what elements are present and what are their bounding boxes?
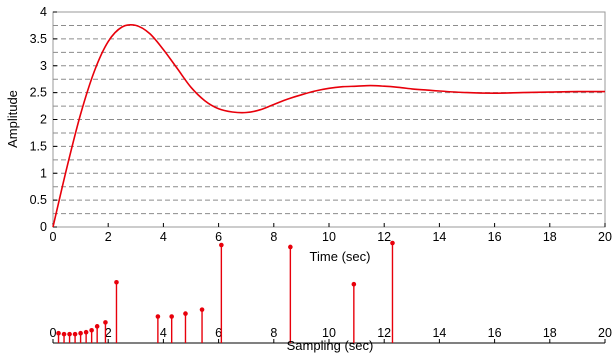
x-tick-label: 16 <box>488 230 502 244</box>
y-tick-label: 1.5 <box>30 139 47 153</box>
sampling-stems <box>56 240 395 343</box>
main-y-axis-label: Amplitude <box>5 90 20 148</box>
sampling-tick-label: 10 <box>322 326 336 340</box>
x-tick-label: 0 <box>50 230 57 244</box>
sampling-stem-marker <box>288 244 293 250</box>
sampling-stem-marker <box>67 331 72 337</box>
x-tick-label: 4 <box>160 230 167 244</box>
sampling-tick-label: 16 <box>488 326 502 340</box>
y-tick-label: 2.5 <box>30 86 47 100</box>
main-x-axis-label: Time (sec) <box>310 249 371 264</box>
sampling-tick-label: 6 <box>215 326 222 340</box>
main-x-ticks: 0 2 4 6 8 10 12 14 16 18 20 <box>50 223 612 244</box>
sampling-tick-label: 14 <box>432 326 446 340</box>
y-tick-label: 1 <box>40 166 47 180</box>
sampling-stem-marker <box>390 240 395 246</box>
y-tick-label: 3 <box>40 59 47 73</box>
response-line <box>52 23 606 228</box>
sampling-stem-marker <box>155 314 161 319</box>
x-tick-label: 8 <box>270 230 277 244</box>
sampling-stem-marker <box>72 331 78 337</box>
sampling-tick-label: 0 <box>50 326 57 340</box>
sampling-tick-label: 18 <box>543 326 557 340</box>
x-tick-label: 6 <box>215 230 222 244</box>
x-tick-label: 2 <box>105 230 112 244</box>
sampling-stem-marker <box>83 329 89 335</box>
sampling-stem-marker <box>199 307 205 312</box>
y-tick-label: 0.5 <box>30 193 47 207</box>
y-tick-label: 2 <box>40 113 47 127</box>
sampling-stem-marker <box>61 331 67 337</box>
sampling-tick-label: 4 <box>160 326 167 340</box>
sampling-stem-marker <box>183 311 188 316</box>
x-tick-label: 10 <box>322 230 336 244</box>
sampling-tick-label: 12 <box>377 326 391 340</box>
sampling-stem-marker <box>114 279 119 285</box>
y-tick-label: 3.5 <box>30 32 47 46</box>
x-tick-label: 14 <box>432 230 446 244</box>
x-tick-label: 12 <box>377 230 391 244</box>
main-grid <box>53 24 605 215</box>
sampling-stem-marker <box>351 281 357 287</box>
sampling-stem-marker <box>89 327 94 333</box>
sampling-x-axis-label: Sampling (sec) <box>287 338 374 353</box>
sampling-stem-marker <box>56 330 61 336</box>
sampling-stem-marker <box>169 314 174 319</box>
sampling-stem-marker <box>103 320 108 325</box>
sampling-stem-marker <box>94 324 100 329</box>
sampling-tick-label: 8 <box>270 326 277 340</box>
sampling-tick-label: 2 <box>105 326 112 340</box>
sampling-stem-marker <box>78 330 83 336</box>
y-tick-label: 4 <box>40 5 47 19</box>
sampling-stem-marker <box>219 242 224 248</box>
x-tick-label: 20 <box>598 230 612 244</box>
main-y-ticks: 0 0.5 1 1.5 2 2.5 3 3.5 4 <box>30 5 57 234</box>
x-tick-label: 18 <box>543 230 557 244</box>
sampling-tick-label: 20 <box>598 326 612 340</box>
sampling-x-ticks: 0 2 4 6 8 10 12 14 16 18 20 <box>50 326 612 343</box>
y-tick-label: 0 <box>40 220 47 234</box>
